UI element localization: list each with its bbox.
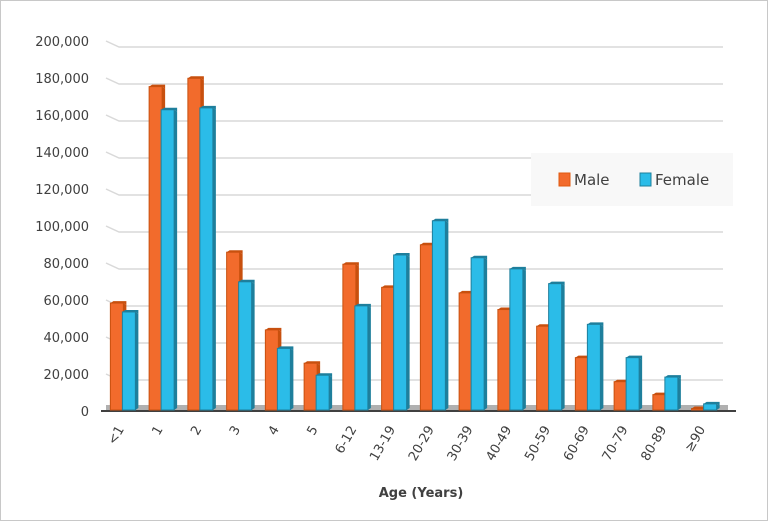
bar-female — [470, 255, 488, 411]
x-tick-label: 80-89 — [638, 424, 670, 464]
y-tick-label: 160,000 — [35, 109, 89, 124]
x-axis-title: Age (Years) — [379, 486, 464, 501]
legend-label-male: Male — [574, 171, 610, 189]
bar-female — [199, 105, 216, 411]
chart-floor — [106, 405, 728, 411]
gridline — [105, 114, 723, 122]
legend-label-female: Female — [655, 171, 709, 189]
bar-female — [586, 322, 604, 411]
x-tick-label: 5 — [304, 424, 321, 439]
bar-female — [315, 373, 333, 411]
x-tick-label: 4 — [266, 424, 283, 439]
x-tick-label: 13-19 — [367, 424, 399, 464]
bar-female — [664, 375, 681, 411]
legend-swatch-male — [558, 172, 571, 187]
y-tick-label: 40,000 — [44, 331, 90, 346]
legend-swatch-female — [639, 172, 652, 187]
x-tick-label: 60-69 — [561, 424, 593, 464]
y-tick-label: 140,000 — [35, 146, 89, 161]
bar-female — [703, 401, 720, 411]
bar-female — [160, 107, 178, 411]
bar-female — [354, 303, 371, 411]
y-tick-labels: 0 20,000 40,000 60,000 80,000 100,000 120,000 1… — [35, 35, 89, 420]
y-tick-label: 180,000 — [35, 72, 89, 87]
x-tick-label: 1 — [149, 424, 166, 439]
gridline — [105, 151, 723, 159]
bar-female — [625, 355, 643, 411]
x-tick-labels: <1 1 2 3 4 5 6-12 13-19 20-29 30-39 40-49 50-59 60-6… — [105, 424, 709, 464]
y-tick-label: 20,000 — [44, 368, 90, 383]
y-tick-label: 200,000 — [35, 35, 89, 50]
y-tick-label: 100,000 — [35, 220, 89, 235]
legend: Male Female — [531, 153, 733, 206]
x-tick-label: 40-49 — [483, 424, 515, 464]
x-tick-label: 70-79 — [600, 424, 632, 464]
x-tick-label: 30-39 — [445, 424, 477, 464]
bar-female — [548, 281, 565, 411]
gridline — [105, 225, 723, 233]
y-tick-label: 0 — [81, 405, 89, 420]
bar-female — [431, 218, 449, 411]
x-tick-label: 2 — [188, 424, 205, 439]
x-tick-label: <1 — [105, 424, 128, 448]
gridline — [105, 40, 723, 48]
y-tick-label: 60,000 — [44, 294, 90, 309]
bar-female — [238, 279, 255, 411]
gridline — [105, 188, 723, 196]
x-tick-label: ≥90 — [682, 424, 709, 455]
gridline — [105, 77, 723, 85]
bars — [109, 76, 720, 411]
x-tick-label: 20-29 — [406, 424, 438, 464]
bar-female — [121, 309, 139, 411]
y-tick-label: 120,000 — [35, 183, 89, 198]
x-tick-label: 3 — [227, 424, 244, 439]
bar-female — [393, 252, 410, 411]
x-tick-label: 50-59 — [522, 424, 554, 464]
y-tick-label: 80,000 — [44, 257, 90, 272]
bar-female — [509, 266, 526, 411]
x-tick-label: 6-12 — [333, 424, 361, 457]
bar-female — [276, 346, 294, 411]
